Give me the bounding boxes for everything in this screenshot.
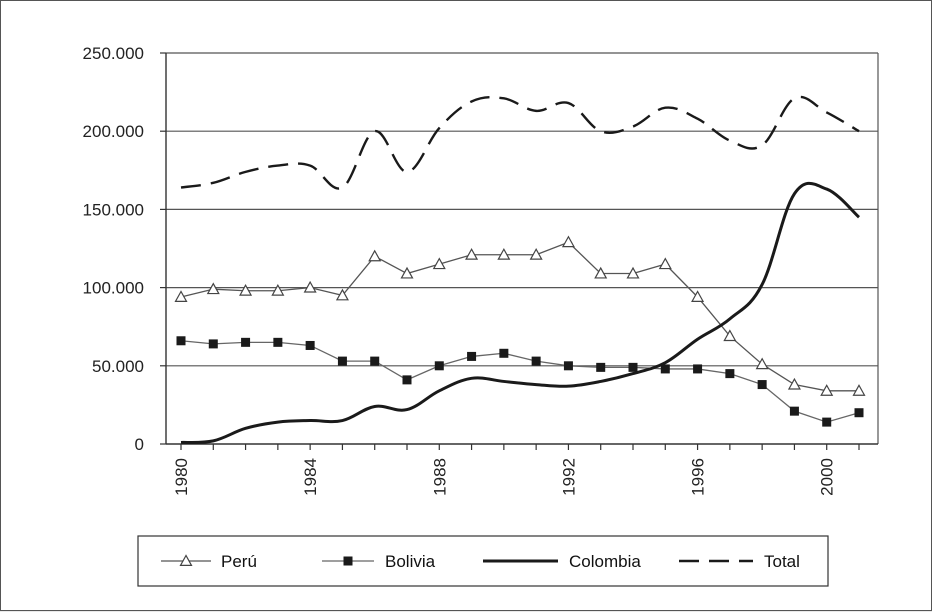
data-point-per-	[852, 384, 866, 396]
data-point-bolivia	[822, 417, 832, 427]
data-point-bolivia	[208, 339, 218, 349]
data-point-per-	[529, 248, 543, 260]
data-point-per-	[561, 235, 575, 248]
data-point-bolivia	[273, 337, 283, 347]
data-point-bolivia	[241, 337, 251, 347]
x-tick-label: 2000	[818, 458, 837, 496]
data-point-bolivia	[757, 380, 767, 390]
series-per-	[174, 235, 866, 396]
data-point-bolivia	[628, 362, 638, 372]
legend: Perú Bolivia Colombia Total	[137, 535, 829, 587]
data-point-per-	[174, 290, 188, 302]
data-point-bolivia	[176, 336, 186, 346]
series-bolivia	[176, 336, 864, 427]
data-point-per-	[368, 249, 382, 262]
y-tick-label: 0	[135, 435, 144, 454]
data-point-bolivia	[531, 356, 541, 366]
series-total	[180, 95, 860, 190]
legend-item-bolivia: Bolivia	[322, 552, 436, 571]
data-point-bolivia	[499, 348, 509, 358]
x-tick-label: 1988	[430, 458, 449, 496]
data-point-bolivia	[434, 361, 444, 371]
data-point-per-	[658, 257, 672, 270]
series-line-bolivia	[180, 340, 860, 423]
data-point-per-	[787, 377, 801, 390]
data-point-per-	[594, 266, 608, 279]
legend-marker-per-	[179, 554, 193, 567]
data-point-per-	[465, 248, 479, 260]
data-point-per-	[755, 357, 769, 370]
data-point-bolivia	[789, 406, 799, 416]
y-tick-label: 200.000	[83, 122, 144, 141]
data-point-per-	[820, 384, 834, 396]
data-point-per-	[432, 257, 446, 270]
legend-label-bolivia: Bolivia	[385, 552, 436, 571]
legend-label-per-: Perú	[221, 552, 257, 571]
legend-marker-bolivia	[343, 556, 353, 566]
data-point-bolivia	[305, 340, 315, 350]
y-tick-label: 250.000	[83, 44, 144, 63]
series-line-colombia	[180, 181, 861, 444]
legend-label-colombia: Colombia	[569, 552, 641, 571]
legend-item-total: Total	[679, 552, 800, 571]
series-line-total	[180, 95, 860, 190]
data-point-per-	[271, 283, 285, 296]
data-point-bolivia	[467, 351, 477, 361]
data-point-per-	[626, 266, 640, 279]
data-point-per-	[400, 266, 414, 279]
axes: 0 50.000 100.000 150.000 200.000 250.000 1980 1…	[83, 44, 878, 496]
y-tick-label: 50.000	[92, 357, 144, 376]
series-line-per-	[180, 241, 859, 392]
data-point-per-	[303, 280, 317, 293]
data-point-bolivia	[693, 364, 703, 374]
data-point-bolivia	[660, 364, 670, 374]
gridlines	[166, 52, 879, 444]
data-point-bolivia	[725, 369, 735, 379]
data-point-bolivia	[402, 375, 412, 385]
x-tick-label: 1992	[559, 458, 578, 496]
x-tick-label: 1996	[689, 458, 708, 496]
x-tick-label: 1984	[301, 458, 320, 496]
x-tick-label: 1980	[172, 458, 191, 496]
data-point-per-	[497, 248, 511, 260]
y-tick-label: 100.000	[83, 279, 144, 298]
data-point-per-	[723, 329, 737, 342]
legend-item-colombia: Colombia	[483, 552, 641, 571]
data-point-per-	[206, 282, 220, 295]
data-point-per-	[691, 290, 705, 302]
data-point-per-	[239, 283, 253, 296]
data-point-bolivia	[596, 362, 606, 372]
y-tick-label: 150.000	[83, 200, 144, 219]
data-point-bolivia	[337, 356, 347, 366]
series-layer	[174, 95, 866, 444]
series-colombia	[180, 181, 861, 444]
data-point-bolivia	[854, 408, 864, 418]
data-point-per-	[335, 288, 349, 301]
legend-item-per-: Perú	[161, 552, 257, 571]
legend-label-total: Total	[764, 552, 800, 571]
data-point-bolivia	[370, 356, 380, 366]
data-point-bolivia	[563, 361, 573, 371]
